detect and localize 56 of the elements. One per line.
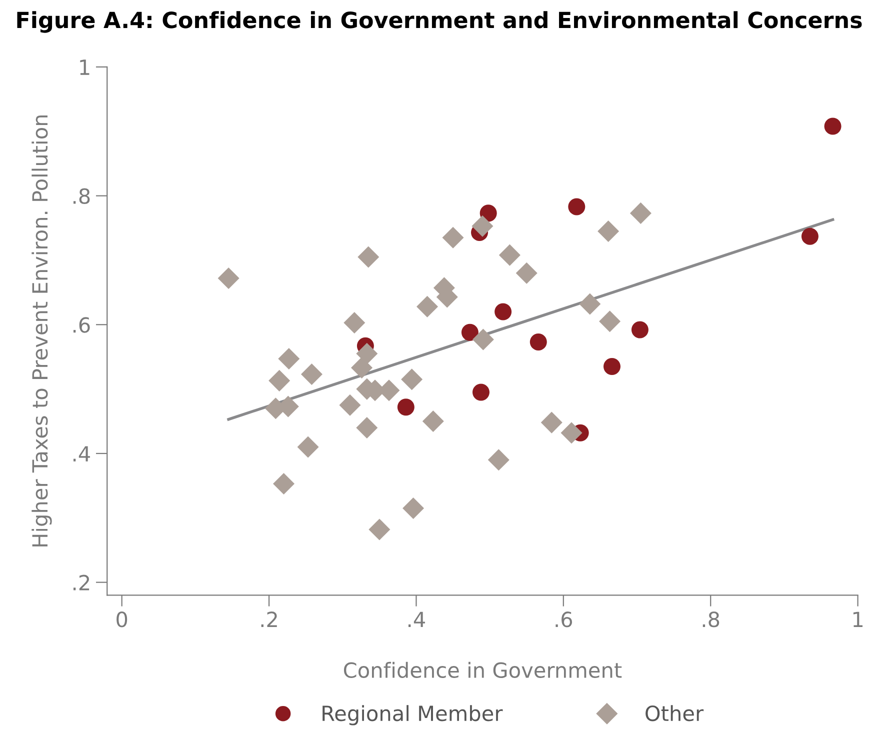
legend-label: Regional Member: [322, 705, 503, 726]
point: [599, 310, 621, 332]
legend-label: Other: [646, 705, 704, 722]
point: [516, 262, 538, 284]
point: [297, 436, 319, 458]
x-tick-label: 0: [116, 612, 128, 628]
point: [351, 357, 373, 379]
x-tick-label: .8: [702, 612, 720, 628]
y-tick-label: .8: [73, 188, 90, 204]
point: [498, 244, 520, 266]
point: [488, 449, 510, 471]
y-tick-label: .6: [73, 317, 90, 333]
x-tick-label: 1: [853, 612, 863, 627]
point: [268, 370, 290, 392]
point: [416, 296, 438, 318]
point: [278, 348, 300, 370]
point: [598, 220, 620, 242]
point: [472, 384, 490, 401]
point: [401, 368, 423, 390]
x-tick-label: .6: [556, 612, 572, 628]
point: [480, 204, 497, 222]
chart-title: Figure A.4: Confidence in Government and Environmental Concerns: [17, 11, 862, 33]
point: [494, 303, 512, 320]
y-tick-label: .4: [73, 446, 90, 462]
x-tick-label: .2: [261, 612, 277, 627]
point: [397, 398, 414, 416]
point: [300, 363, 322, 385]
y-tick-label: 1: [80, 60, 90, 75]
point: [530, 334, 547, 351]
point: [358, 246, 380, 268]
point: [356, 342, 378, 364]
point: [472, 328, 494, 350]
point: [218, 267, 240, 290]
point: [339, 394, 361, 416]
point: [801, 228, 818, 245]
point: [603, 358, 620, 376]
point: [461, 324, 478, 341]
point: [422, 410, 444, 432]
point: [824, 118, 842, 135]
point: [272, 472, 295, 495]
point: [579, 293, 601, 315]
point: [630, 202, 652, 224]
point: [540, 412, 562, 434]
point: [344, 312, 366, 334]
x-axis-title: Confidence in Government: [344, 662, 622, 678]
point: [631, 321, 648, 338]
point: [560, 422, 582, 444]
y-tick-label: .2: [73, 574, 90, 590]
point: [368, 518, 390, 540]
point: [402, 497, 424, 519]
point: [472, 215, 494, 237]
point: [356, 416, 378, 438]
x-tick-label: .4: [408, 612, 425, 627]
point: [568, 198, 586, 216]
y-axis-title: Higher Taxes to Prevent Environ. Pollution: [32, 115, 52, 546]
point: [442, 226, 464, 248]
